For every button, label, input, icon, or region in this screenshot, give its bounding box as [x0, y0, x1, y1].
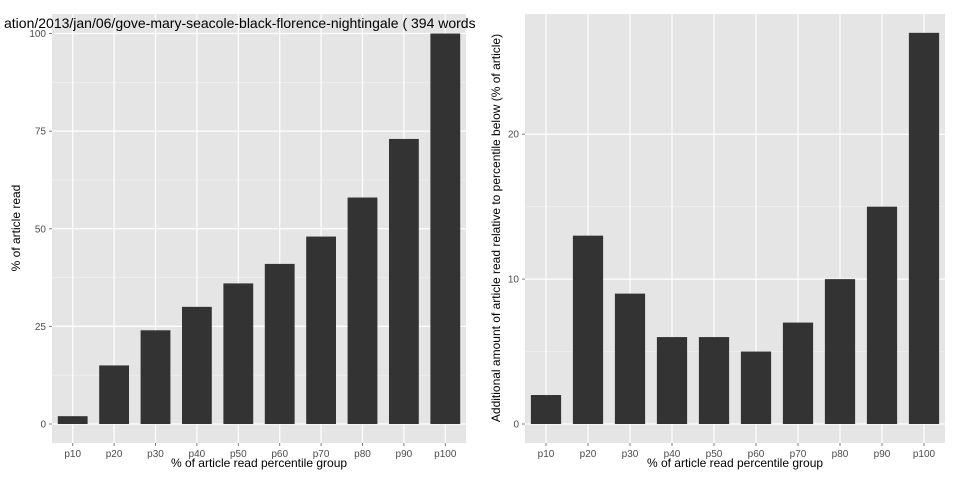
bar-p70 — [306, 236, 337, 424]
bar-p50 — [698, 337, 730, 424]
x-tick-label: p70 — [313, 449, 330, 460]
bar-p100 — [908, 32, 940, 424]
x-axis-title: % of article read percentile group — [647, 456, 823, 470]
bar-p10 — [530, 395, 562, 424]
y-tick-label: 10 — [508, 275, 520, 286]
chart-title-group: ation/2013/jan/06/gove-mary-seacole-blac… — [4, 15, 476, 31]
y-tick-label: 20 — [508, 130, 520, 141]
bar-p50 — [223, 283, 254, 424]
bar-p90 — [388, 138, 419, 424]
y-tick-label: 100 — [29, 29, 46, 40]
bar-p60 — [740, 351, 772, 424]
bar-p30 — [614, 293, 646, 424]
chart-panel-2: p10 p20 p30 p40 p50 p60 p70 p80 p90 p100 0 10 20 % of… — [489, 14, 945, 470]
y-tick-label: 50 — [35, 224, 47, 235]
bar-p40 — [181, 306, 212, 424]
x-tick-label: p50 — [706, 449, 723, 460]
x-tick-label: p10 — [538, 449, 555, 460]
x-tick-label: p90 — [396, 449, 413, 460]
bar-p90 — [866, 206, 898, 424]
y-tick-label: 25 — [35, 322, 47, 333]
x-tick-label: p90 — [874, 449, 891, 460]
x-tick-label: p80 — [354, 449, 371, 460]
x-tick-label: p80 — [832, 449, 849, 460]
bar-p60 — [264, 263, 295, 424]
x-tick-label: p40 — [664, 449, 681, 460]
x-tick-label: p20 — [580, 449, 597, 460]
x-tick-label: p100 — [913, 449, 936, 460]
y-axis-title: Additional amount of article read relati… — [489, 34, 503, 422]
y-tick-label: 75 — [35, 127, 47, 138]
bar-p40 — [656, 337, 688, 424]
x-tick-label: p30 — [622, 449, 639, 460]
x-tick-label: p40 — [189, 449, 206, 460]
bar-p80 — [824, 279, 856, 424]
x-tick-label: p70 — [790, 449, 807, 460]
x-tick-label: p50 — [230, 449, 247, 460]
x-tick-label: p100 — [434, 449, 457, 460]
bar-p20 — [572, 235, 604, 424]
x-tick-label: p20 — [106, 449, 123, 460]
y-tick-label: 0 — [513, 420, 519, 431]
x-tick-label: p60 — [748, 449, 765, 460]
x-tick-label: p30 — [147, 449, 164, 460]
bar-p80 — [347, 197, 378, 424]
bar-p20 — [99, 365, 130, 424]
bar-p100 — [430, 33, 461, 425]
y-tick-label: 0 — [40, 420, 46, 431]
bar-p30 — [140, 330, 171, 424]
bar-p70 — [782, 322, 814, 424]
bar-p10 — [57, 416, 88, 424]
x-tick-label: p10 — [64, 449, 81, 460]
chart-panel-1: p10 p20 p30 p40 p50 p60 p70 p80 p90 p100 0 25 50 75 10… — [4, 14, 476, 470]
x-tick-label: p60 — [271, 449, 288, 460]
x-axis-title: % of article read percentile group — [171, 456, 347, 470]
chart-title: ation/2013/jan/06/gove-mary-seacole-blac… — [4, 15, 476, 31]
y-axis-title: % of article read — [9, 185, 23, 272]
